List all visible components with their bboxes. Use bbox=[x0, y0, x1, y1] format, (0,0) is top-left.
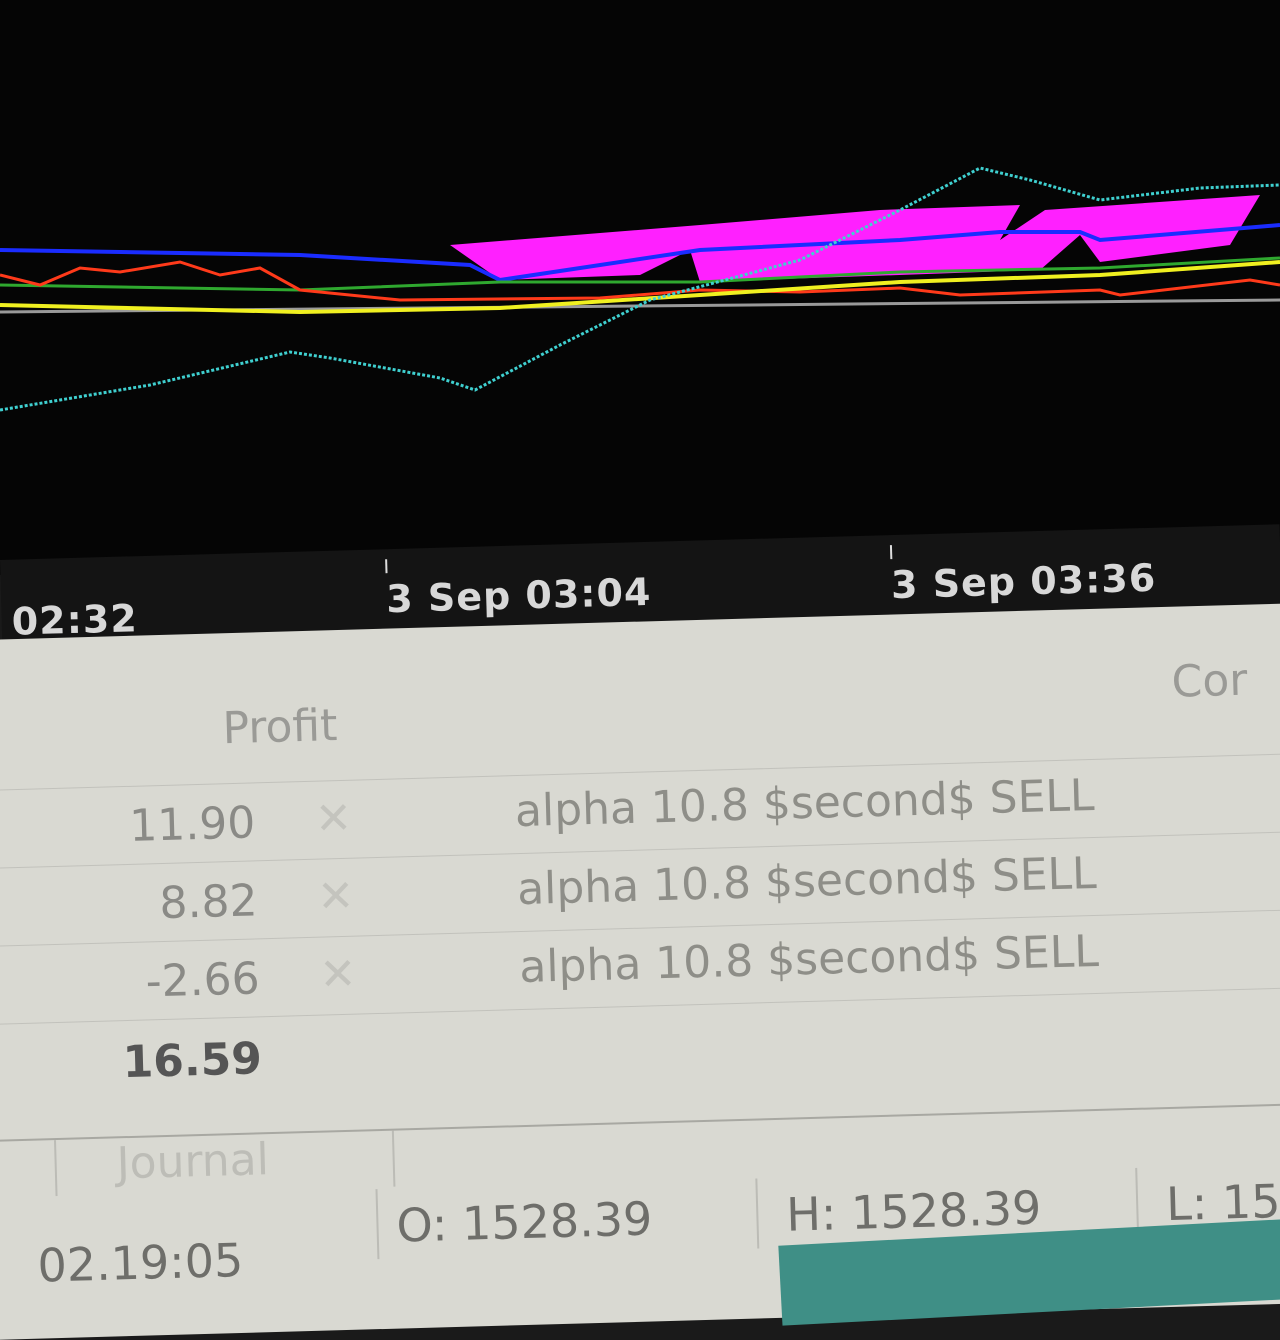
price-chart[interactable] bbox=[0, 0, 1280, 575]
close-icon[interactable]: ✕ bbox=[314, 792, 353, 845]
divider bbox=[755, 1178, 760, 1249]
column-header-profit[interactable]: Profit bbox=[221, 700, 339, 755]
comment-value: alpha 10.8 $second$ SELL bbox=[518, 925, 1100, 994]
comment-value: alpha 10.8 $second$ SELL bbox=[514, 769, 1096, 838]
profit-value: 11.90 bbox=[128, 797, 256, 852]
time-tick: 3 Sep 03:36 bbox=[890, 555, 1157, 608]
close-icon[interactable]: ✕ bbox=[318, 948, 358, 1001]
profit-value: 8.82 bbox=[158, 875, 259, 930]
status-high: H: 1528.39 bbox=[785, 1180, 1042, 1242]
tick-mark bbox=[889, 545, 893, 560]
comment-value: alpha 10.8 $second$ SELL bbox=[516, 847, 1098, 916]
close-icon[interactable]: ✕ bbox=[316, 870, 355, 923]
blue-line bbox=[0, 223, 1280, 283]
time-tick: 3 Sep 03:04 bbox=[385, 569, 652, 622]
status-time: 02.19:05 bbox=[36, 1232, 244, 1293]
profit-value: -2.66 bbox=[145, 953, 261, 1008]
yellow-line bbox=[0, 260, 1280, 315]
column-header-comment[interactable]: Cor bbox=[1170, 654, 1249, 708]
tab-journal[interactable]: Journal bbox=[53, 1130, 396, 1197]
status-open: O: 1528.39 bbox=[395, 1191, 653, 1253]
tick-mark bbox=[385, 559, 388, 574]
indicator-lines bbox=[0, 166, 1280, 412]
magenta-histogram bbox=[450, 195, 1260, 282]
red-line bbox=[0, 260, 1280, 302]
divider bbox=[375, 1189, 380, 1260]
total-profit: 16.59 bbox=[121, 1033, 263, 1089]
cyan-line bbox=[0, 166, 1280, 412]
